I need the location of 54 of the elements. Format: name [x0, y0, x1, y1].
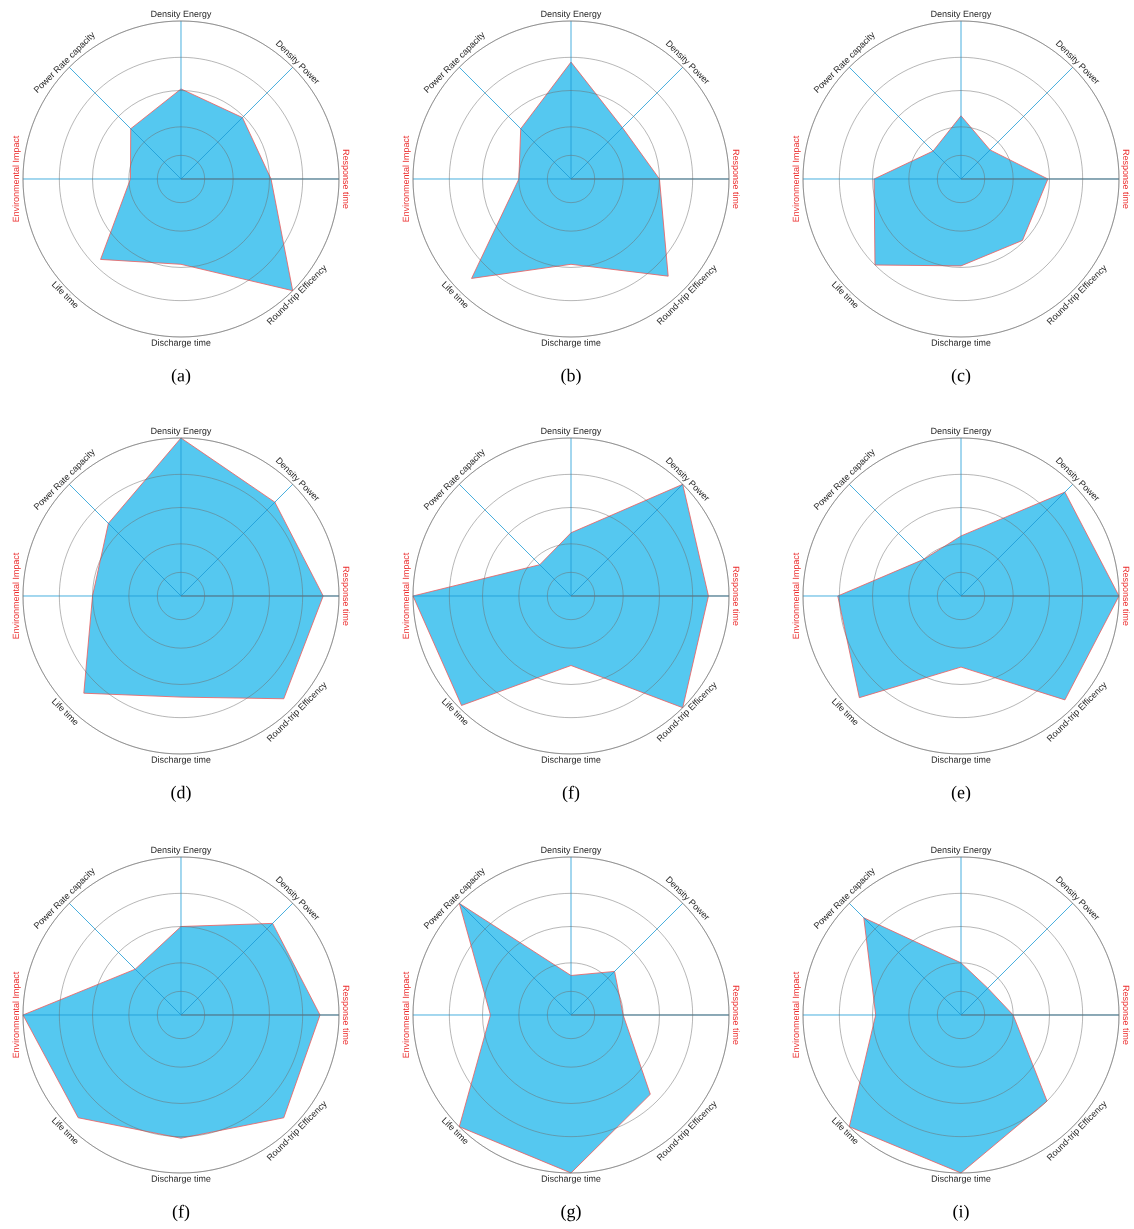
spoke-label: Response time	[731, 566, 740, 626]
spoke-label: Life time	[441, 698, 468, 725]
spoke-label: Environmental Impact	[402, 135, 411, 222]
spoke-label: Density Energy	[151, 10, 212, 19]
spoke-label: Life time	[51, 1117, 78, 1144]
spoke-label: Discharge time	[151, 339, 211, 348]
text: (b)	[561, 368, 581, 386]
spoke-label: Discharge time	[541, 339, 601, 348]
spoke-label: Response time	[341, 985, 350, 1045]
text: (a)	[171, 368, 191, 386]
spoke-label: Response time	[1121, 985, 1130, 1045]
spoke-label: Response time	[1121, 566, 1130, 626]
spoke-label: Life time	[831, 698, 858, 725]
text: (f)	[562, 785, 580, 803]
spoke-label: Discharge time	[151, 1175, 211, 1184]
spoke-label: Life time	[831, 1117, 858, 1144]
spoke-label: Life time	[441, 281, 468, 308]
spoke-label: Response time	[731, 149, 740, 209]
spoke-label: Density Energy	[931, 10, 992, 19]
spoke-label: Environmental Impact	[12, 552, 21, 639]
spoke-label: Response time	[1121, 149, 1130, 209]
spoke-label: Environmental Impact	[792, 552, 801, 639]
spoke-label: Life time	[831, 281, 858, 308]
text: (e)	[951, 785, 971, 803]
spoke-label: Environmental Impact	[402, 552, 411, 639]
spoke-label: Life time	[441, 1117, 468, 1144]
text: (g)	[561, 1204, 581, 1222]
spoke-label: Life time	[51, 698, 78, 725]
spoke-label: Response time	[341, 149, 350, 209]
spoke-label: Discharge time	[931, 756, 991, 765]
spoke-label: Environmental Impact	[792, 135, 801, 222]
spoke-label: Discharge time	[541, 1175, 601, 1184]
text: (c)	[951, 368, 971, 386]
text: (d)	[171, 785, 191, 803]
spoke-label: Discharge time	[151, 756, 211, 765]
spoke-label: Density Energy	[541, 846, 602, 855]
spoke-label: Density Energy	[931, 846, 992, 855]
spoke-label: Environmental Impact	[792, 971, 801, 1058]
spoke-label: Life time	[51, 281, 78, 308]
spoke-label: Density Energy	[541, 10, 602, 19]
spoke-label: Environmental Impact	[402, 971, 411, 1058]
spoke-label: Density Energy	[151, 427, 212, 436]
spoke-label: Response time	[731, 985, 740, 1045]
spoke-label: Density Energy	[151, 846, 212, 855]
spoke-label: Response time	[341, 566, 350, 626]
text: (f)	[172, 1204, 190, 1222]
text: (i)	[953, 1204, 969, 1222]
spoke-label: Density Energy	[541, 427, 602, 436]
spoke-label: Density Energy	[931, 427, 992, 436]
spoke-label: Discharge time	[931, 1175, 991, 1184]
spoke-label: Environmental Impact	[12, 971, 21, 1058]
spoke-label: Discharge time	[541, 756, 601, 765]
spoke-label: Environmental Impact	[12, 135, 21, 222]
spoke-label: Discharge time	[931, 339, 991, 348]
